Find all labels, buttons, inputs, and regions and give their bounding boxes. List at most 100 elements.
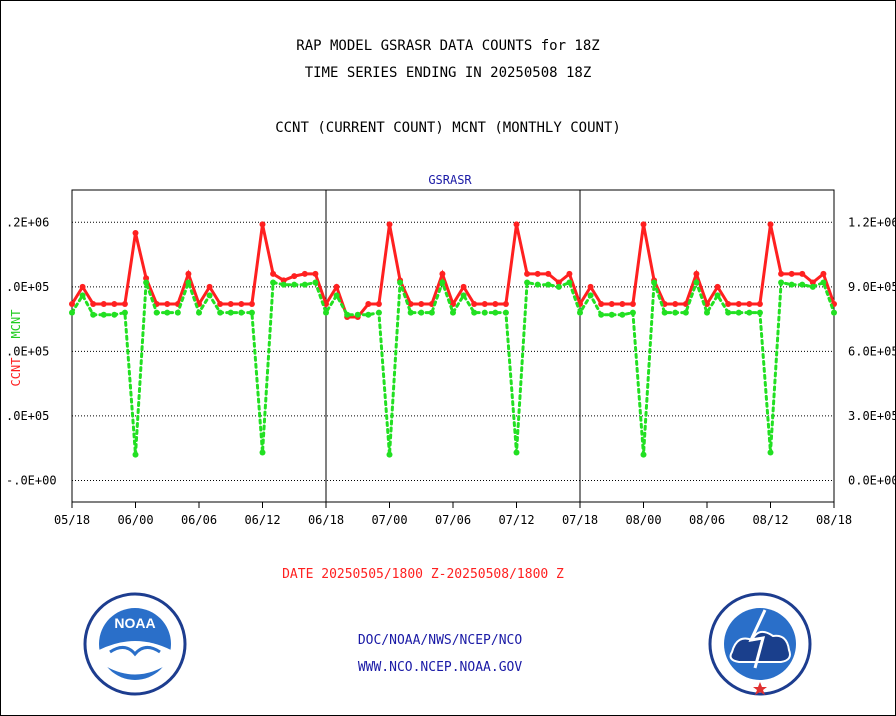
data-point-mcnt bbox=[555, 283, 562, 290]
data-point-mcnt bbox=[174, 309, 181, 316]
data-point-ccnt bbox=[693, 270, 700, 277]
data-point-ccnt bbox=[375, 301, 382, 308]
data-point-mcnt bbox=[471, 309, 478, 316]
y-right-tick-label: 3.0E+05 bbox=[848, 409, 896, 423]
footer-agency: DOC/NOAA/NWS/NCEP/NCO bbox=[357, 633, 523, 648]
data-point-ccnt bbox=[640, 221, 647, 228]
data-point-mcnt bbox=[280, 281, 287, 288]
y-left-tick-label: .0E+05 bbox=[6, 280, 49, 294]
y-left-tick-label: .0E+05 bbox=[6, 409, 49, 423]
data-point-ccnt bbox=[746, 301, 753, 308]
x-tick-label: 07/06 bbox=[435, 513, 471, 527]
data-point-mcnt bbox=[333, 292, 340, 299]
data-point-ccnt bbox=[799, 270, 806, 277]
nws-logo bbox=[708, 592, 812, 696]
data-point-ccnt bbox=[323, 301, 329, 308]
data-point-mcnt bbox=[344, 311, 351, 318]
data-point-mcnt bbox=[577, 309, 583, 316]
data-point-ccnt bbox=[566, 270, 573, 277]
data-point-mcnt bbox=[354, 311, 361, 318]
data-point-mcnt bbox=[227, 309, 234, 316]
data-point-mcnt bbox=[312, 279, 319, 286]
data-point-ccnt bbox=[312, 270, 319, 277]
data-point-ccnt bbox=[69, 301, 75, 308]
data-point-mcnt bbox=[725, 309, 732, 316]
data-point-ccnt bbox=[524, 270, 531, 277]
y-right-tick-label: 9.0E+05 bbox=[848, 280, 896, 294]
data-point-mcnt bbox=[831, 309, 837, 316]
data-point-ccnt bbox=[619, 301, 626, 308]
plot-frame bbox=[71, 189, 835, 503]
data-point-mcnt bbox=[365, 311, 372, 318]
data-point-ccnt bbox=[206, 283, 213, 290]
data-point-mcnt bbox=[164, 309, 171, 316]
data-point-mcnt bbox=[323, 309, 329, 316]
data-point-mcnt bbox=[651, 279, 658, 286]
data-point-ccnt bbox=[280, 277, 287, 284]
data-point-mcnt bbox=[735, 309, 742, 316]
chart-title-line-1: RAP MODEL GSRASR DATA COUNTS for 18Z bbox=[296, 38, 600, 54]
data-point-mcnt bbox=[450, 309, 456, 316]
x-tick-label: 08/06 bbox=[689, 513, 725, 527]
data-point-mcnt bbox=[608, 311, 615, 318]
data-point-ccnt bbox=[185, 270, 192, 277]
data-point-ccnt bbox=[79, 283, 86, 290]
data-point-mcnt bbox=[69, 309, 75, 316]
data-point-mcnt bbox=[524, 279, 531, 286]
data-point-ccnt bbox=[407, 301, 414, 308]
data-point-ccnt bbox=[725, 301, 732, 308]
data-point-mcnt bbox=[153, 309, 160, 316]
data-point-ccnt bbox=[365, 301, 372, 308]
series-line-mcnt bbox=[70, 277, 836, 455]
data-point-mcnt bbox=[682, 309, 689, 316]
data-point-ccnt bbox=[270, 270, 277, 277]
data-point-ccnt bbox=[217, 301, 224, 308]
data-point-ccnt bbox=[502, 301, 509, 308]
data-point-ccnt bbox=[778, 270, 785, 277]
data-point-ccnt bbox=[439, 270, 446, 277]
x-axis-label: DATE 20250505/1800 Z-20250508/1800 Z bbox=[282, 567, 564, 582]
data-point-mcnt bbox=[661, 309, 668, 316]
data-point-mcnt bbox=[132, 451, 139, 458]
data-point-ccnt bbox=[143, 275, 150, 282]
data-point-ccnt bbox=[534, 270, 541, 277]
y-left-tick-label: .0E+05 bbox=[6, 344, 49, 358]
data-point-mcnt bbox=[90, 311, 97, 318]
x-tick-label: 07/18 bbox=[562, 513, 598, 527]
data-point-ccnt bbox=[587, 283, 594, 290]
data-point-ccnt bbox=[767, 221, 774, 228]
data-point-ccnt bbox=[121, 301, 128, 308]
y-right-tick-label: 0.0E+00 bbox=[848, 473, 896, 487]
data-point-mcnt bbox=[629, 309, 636, 316]
data-point-ccnt bbox=[100, 301, 107, 308]
x-tick-label: 08/18 bbox=[816, 513, 852, 527]
chart-series-title: GSRASR bbox=[428, 173, 472, 187]
data-point-mcnt bbox=[121, 309, 128, 316]
data-point-ccnt bbox=[301, 270, 308, 277]
data-point-mcnt bbox=[238, 309, 245, 316]
data-point-mcnt bbox=[270, 279, 277, 286]
data-point-mcnt bbox=[534, 281, 541, 288]
data-point-mcnt bbox=[788, 281, 795, 288]
y-axis-label-ccnt: CCNT bbox=[9, 358, 23, 387]
data-point-ccnt bbox=[259, 221, 266, 228]
data-point-mcnt bbox=[386, 451, 393, 458]
data-point-ccnt bbox=[227, 301, 234, 308]
data-point-mcnt bbox=[111, 311, 118, 318]
data-point-ccnt bbox=[608, 301, 615, 308]
x-tick-label: 08/00 bbox=[625, 513, 661, 527]
x-tick-label: 06/06 bbox=[181, 513, 217, 527]
y-right-tick-label: 6.0E+05 bbox=[848, 344, 896, 358]
data-point-mcnt bbox=[714, 292, 721, 299]
data-point-mcnt bbox=[778, 279, 785, 286]
data-point-ccnt bbox=[111, 301, 118, 308]
data-point-mcnt bbox=[301, 281, 308, 288]
x-tick-label: 07/00 bbox=[371, 513, 407, 527]
data-point-mcnt bbox=[291, 281, 298, 288]
data-point-ccnt bbox=[809, 279, 816, 286]
x-tick-label: 08/12 bbox=[752, 513, 788, 527]
data-point-mcnt bbox=[587, 292, 594, 299]
data-point-ccnt bbox=[238, 301, 245, 308]
data-point-mcnt bbox=[79, 292, 86, 299]
data-point-mcnt bbox=[407, 309, 414, 316]
